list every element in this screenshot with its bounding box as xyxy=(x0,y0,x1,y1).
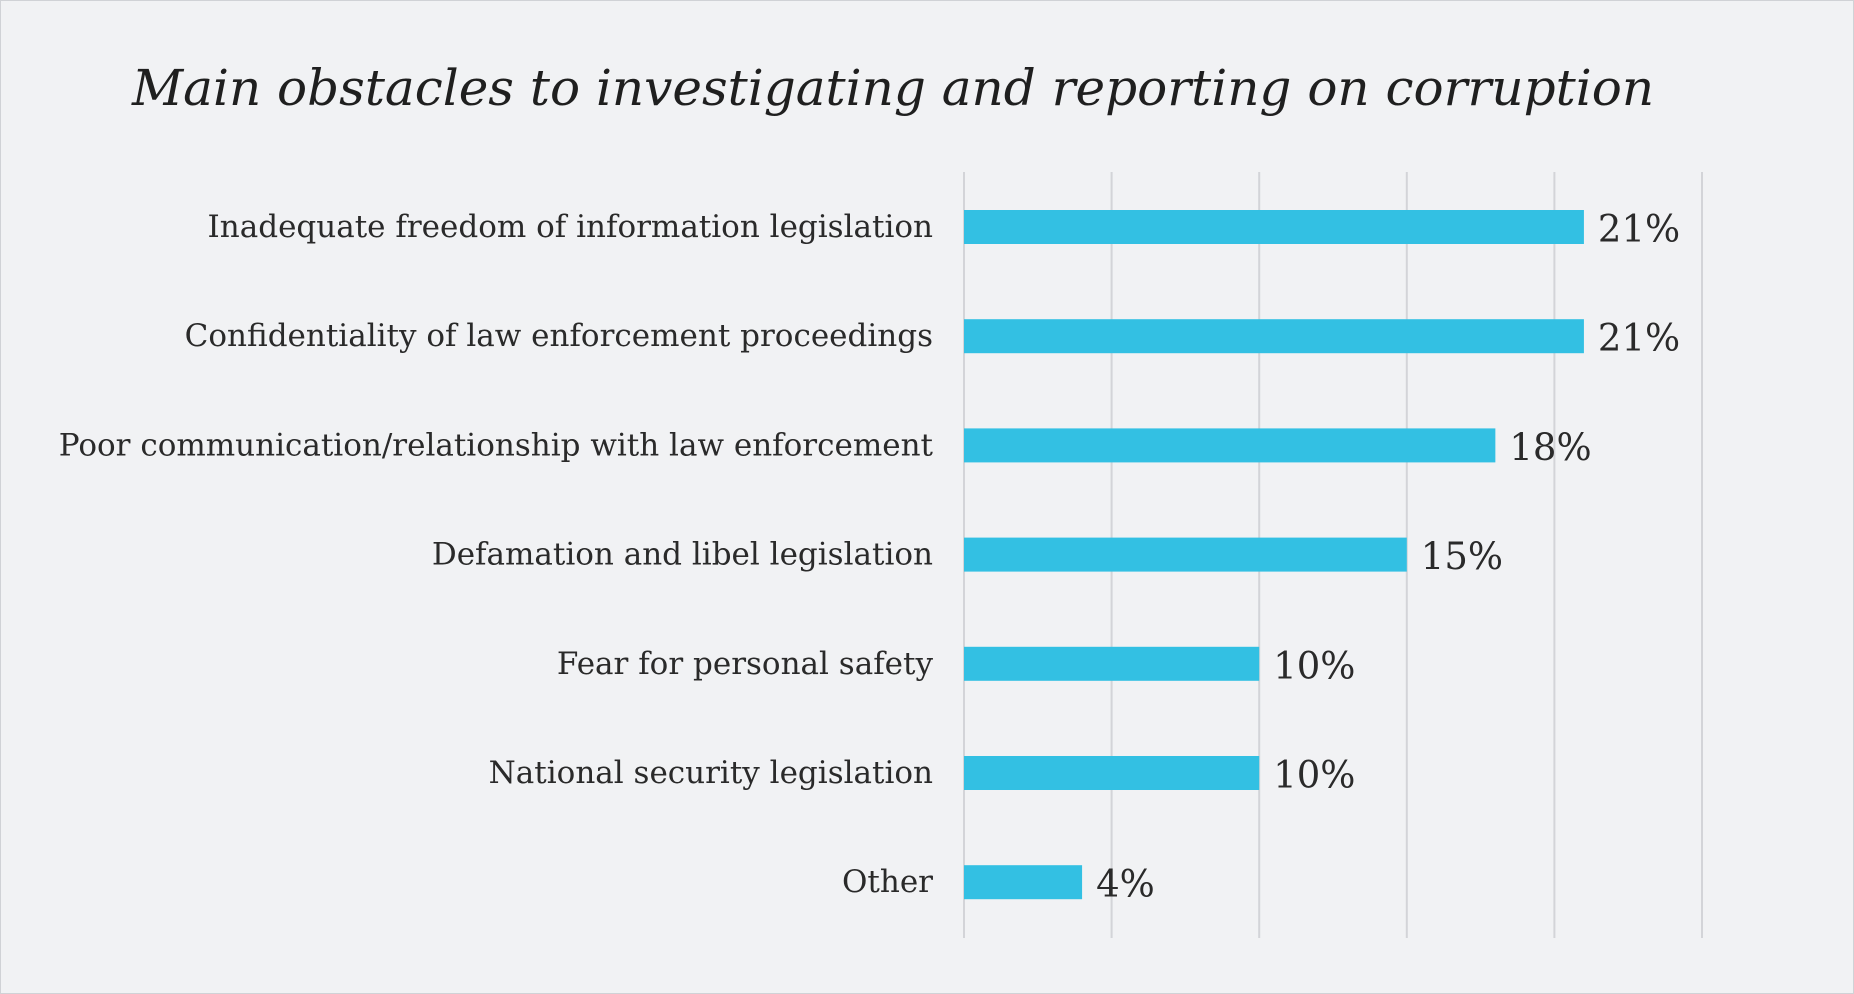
category-label: Fear for personal safety xyxy=(557,646,934,682)
bars xyxy=(964,210,1584,900)
value-label: 15% xyxy=(1421,535,1503,578)
bar xyxy=(964,756,1260,790)
value-label: 10% xyxy=(1273,754,1355,797)
value-label: 10% xyxy=(1273,644,1355,687)
value-labels: 21% 21% 18% 15% 10% 10% 4% xyxy=(1096,208,1680,906)
bar xyxy=(964,646,1260,681)
value-label: 18% xyxy=(1509,426,1591,469)
bar xyxy=(964,428,1496,463)
value-label: 21% xyxy=(1598,317,1680,360)
bar xyxy=(964,210,1584,244)
category-label: Confidentiality of law enforcement proce… xyxy=(185,318,933,354)
value-label: 21% xyxy=(1598,208,1680,251)
value-label: 4% xyxy=(1096,863,1155,906)
bar xyxy=(964,319,1584,354)
category-label: Other xyxy=(842,864,933,900)
category-label: Poor communication/relationship with law… xyxy=(59,427,934,463)
bar xyxy=(964,537,1407,572)
category-label: National security legislation xyxy=(489,755,933,791)
chart-title: Main obstacles to investigating and repo… xyxy=(131,59,1655,117)
category-labels: Inadequate freedom of information legisl… xyxy=(59,209,934,900)
category-label: Defamation and libel legislation xyxy=(432,537,933,573)
category-label: Inadequate freedom of information legisl… xyxy=(208,209,933,245)
bar xyxy=(964,865,1083,900)
